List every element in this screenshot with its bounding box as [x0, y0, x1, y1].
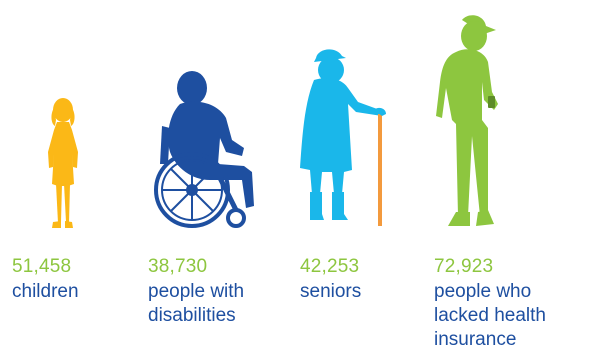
stat-label: children — [12, 281, 79, 302]
child-silhouette-icon — [48, 98, 78, 228]
stat-label: people who lacked health insurance — [434, 281, 546, 350]
stat-number: 72,923 — [434, 256, 494, 277]
stat-number: 51,458 — [12, 256, 72, 277]
stat-uninsured: 72,923 people who lacked health insuranc… — [434, 256, 546, 352]
senior-with-cane-silhouette-icon — [300, 49, 386, 226]
stat-number: 38,730 — [148, 256, 208, 277]
stat-seniors: 42,253 seniors — [300, 256, 361, 304]
stat-number: 42,253 — [300, 256, 360, 277]
stat-label: seniors — [300, 281, 362, 302]
stat-children: 51,458 children — [12, 256, 79, 304]
wheelchair-user-silhouette-icon — [154, 71, 254, 228]
stat-people-with-disabilities: 38,730 people with disabilities — [148, 256, 244, 328]
man-with-phone-silhouette-icon — [436, 15, 498, 226]
stat-label: people with disabilities — [148, 281, 245, 326]
